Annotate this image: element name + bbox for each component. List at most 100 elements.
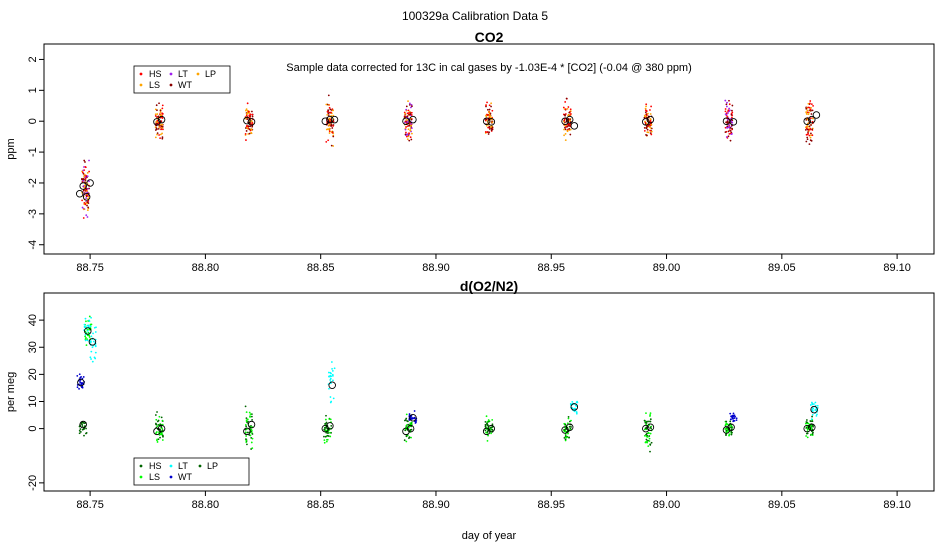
co2-data-point xyxy=(86,209,89,212)
co2-data-point xyxy=(564,139,567,142)
o2n2-points xyxy=(76,315,819,453)
co2-means xyxy=(75,111,821,201)
o2n2-data-point xyxy=(649,412,652,415)
co2-data-point xyxy=(332,145,335,147)
o2n2-data-point xyxy=(79,381,82,383)
co2-data-point xyxy=(809,136,812,139)
co2-data-point xyxy=(248,114,251,117)
co2-mean-marker xyxy=(402,117,410,125)
o2n2-data-point xyxy=(156,420,159,423)
o2n2-data-point xyxy=(405,435,408,438)
o2n2-mean-marker xyxy=(810,405,818,414)
co2-data-point xyxy=(406,121,409,123)
o2n2-mean-marker xyxy=(79,420,87,429)
co2-data-point xyxy=(161,104,164,107)
co2-legend-label-lt: LT xyxy=(178,69,188,79)
o2n2-data-point xyxy=(486,420,489,423)
o2n2-mean-marker xyxy=(328,381,336,389)
o2n2-data-point xyxy=(410,436,412,439)
co2-mean-marker xyxy=(409,115,417,124)
co2-data-point xyxy=(486,114,489,116)
o2n2-data-point xyxy=(814,409,817,412)
o2n2-data-point xyxy=(251,437,254,440)
o2n2-data-point xyxy=(648,440,651,442)
co2-data-point xyxy=(407,135,410,138)
co2-y-tick-label: 0 xyxy=(27,118,39,124)
co2-data-point xyxy=(87,195,90,198)
co2-data-point xyxy=(84,177,87,180)
o2n2-data-point xyxy=(647,445,650,448)
o2n2-legend-label-lp: LP xyxy=(207,461,218,471)
co2-data-point xyxy=(811,134,814,137)
co2-data-point xyxy=(84,161,86,163)
co2-data-point xyxy=(83,166,85,168)
o2n2-data-point xyxy=(159,436,161,439)
co2-data-point xyxy=(645,110,648,112)
co2-data-point xyxy=(406,125,409,128)
o2n2-plot-frame xyxy=(43,292,935,492)
o2n2-data-point xyxy=(323,435,325,438)
co2-data-point xyxy=(404,133,407,136)
co2-data-point xyxy=(727,135,730,138)
co2-data-point xyxy=(565,97,568,100)
co2-mean-marker xyxy=(482,117,491,125)
co2-data-point xyxy=(409,113,412,115)
o2n2-data-point xyxy=(331,367,333,370)
o2n2-data-point xyxy=(84,339,87,342)
co2-data-point xyxy=(563,134,565,137)
o2n2-data-point xyxy=(161,419,164,422)
o2n2-mean-marker xyxy=(157,424,166,433)
co2-data-point xyxy=(84,184,86,187)
o2n2-data-point xyxy=(156,438,159,441)
o2n2-data-point xyxy=(565,436,568,439)
o2n2-data-point xyxy=(78,432,81,435)
o2n2-data-point xyxy=(729,420,732,423)
co2-data-point xyxy=(161,117,164,120)
o2n2-data-point xyxy=(156,411,158,413)
o2n2-data-point xyxy=(730,430,733,433)
o2n2-data-point xyxy=(330,372,332,375)
o2n2-y-tick-label: 40 xyxy=(27,314,39,326)
co2-data-point xyxy=(724,108,727,110)
o2n2-data-point xyxy=(85,320,87,323)
o2n2-x-tick-label: 88.90 xyxy=(422,499,450,511)
o2n2-data-point xyxy=(327,431,329,434)
co2-points xyxy=(80,94,814,219)
o2n2-legend-marker-lt xyxy=(169,464,173,468)
co2-data-point xyxy=(569,133,572,136)
o2n2-data-point xyxy=(730,427,733,429)
o2n2-mean-marker xyxy=(487,424,496,433)
co2-data-point xyxy=(486,131,489,133)
co2-data-point xyxy=(645,105,647,108)
co2-data-point xyxy=(328,127,331,130)
o2n2-data-point xyxy=(404,429,407,432)
o2n2-data-point xyxy=(80,383,82,386)
o2n2-data-point xyxy=(806,428,809,431)
co2-mean-marker xyxy=(646,115,655,124)
o2n2-data-point xyxy=(575,412,578,415)
co2-data-point xyxy=(807,131,809,134)
co2-mean-marker xyxy=(326,115,334,124)
co2-data-point xyxy=(806,133,809,136)
o2n2-data-point xyxy=(484,421,487,423)
co2-mean-marker xyxy=(247,118,256,126)
co2-x-tick-label: 89.00 xyxy=(653,262,681,274)
co2-data-point xyxy=(81,199,84,202)
co2-data-point xyxy=(249,125,252,128)
o2n2-data-point xyxy=(811,424,814,427)
o2n2-data-point xyxy=(725,420,728,423)
co2-data-point xyxy=(649,129,652,132)
o2n2-data-point xyxy=(566,422,569,425)
co2-data-point xyxy=(246,118,249,121)
co2-data-point xyxy=(88,180,90,183)
co2-data-point xyxy=(644,121,647,124)
o2n2-data-point xyxy=(414,420,417,423)
o2n2-data-point xyxy=(405,424,408,427)
co2-data-point xyxy=(649,132,652,135)
o2n2-mean-marker xyxy=(406,424,415,433)
o2n2-data-point xyxy=(734,415,737,418)
co2-data-point xyxy=(87,206,90,209)
co2-x-tick-label: 88.90 xyxy=(422,262,450,274)
o2n2-mean-marker xyxy=(646,423,655,432)
co2-data-point xyxy=(569,128,572,131)
